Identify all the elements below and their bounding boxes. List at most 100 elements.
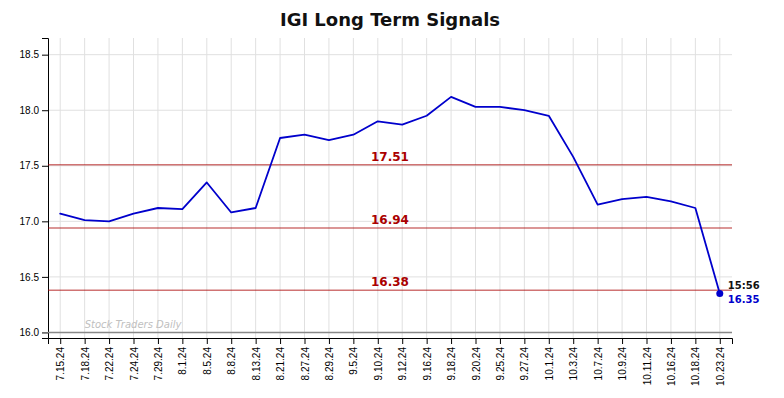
tick-label: 10.11.24 (642, 347, 653, 386)
tick-mark (280, 338, 281, 344)
tick-label: 7.29.24 (153, 347, 164, 381)
grid-line-x (133, 38, 134, 338)
tick-mark (42, 221, 48, 222)
tick: 9.27.24 (519, 338, 530, 380)
tick: 17.5 (20, 160, 48, 171)
tick: 16.5 (20, 272, 48, 283)
tick: 7.15.24 (55, 338, 66, 380)
end-dot (716, 290, 723, 297)
tick-label: 16.5 (20, 272, 40, 283)
signal-label: 17.51 (371, 150, 409, 164)
tick-label: 10.7.24 (593, 347, 604, 381)
data (48, 97, 732, 333)
tick-label: 10.3.24 (568, 347, 579, 381)
tick: 10.1.24 (544, 338, 555, 380)
tick-mark (158, 338, 159, 344)
tick-label: 10.9.24 (617, 347, 628, 381)
tick-label: 7.22.24 (104, 347, 115, 381)
tick-mark (305, 338, 306, 344)
tick-mark (42, 110, 48, 111)
grid-line-x (157, 38, 158, 338)
tick-mark (549, 338, 550, 344)
tick: 8.21.24 (275, 338, 286, 380)
tick-mark (647, 338, 648, 344)
tick-label: 17.5 (20, 160, 40, 171)
signal-line (48, 164, 732, 166)
grid-line-x (231, 38, 232, 338)
tick: 9.20.24 (471, 338, 482, 380)
tick-label: 18.0 (20, 105, 40, 116)
tick-mark (329, 338, 330, 344)
tick-mark (109, 338, 110, 344)
tick-mark (573, 338, 574, 344)
baseline (48, 332, 732, 334)
tick-label: 8.29.24 (324, 347, 335, 381)
tick-mark (60, 338, 61, 344)
tick-label: 10.18.24 (690, 347, 701, 386)
tick-mark (451, 338, 452, 344)
tick: 18.5 (20, 49, 48, 60)
grid-line-x (524, 38, 525, 338)
tick: 9.16.24 (422, 338, 433, 380)
tick-mark (231, 338, 232, 344)
grid-line-x (84, 38, 85, 338)
signal-label: 16.94 (371, 213, 409, 227)
tick: 8.5.24 (202, 338, 213, 375)
tick: 7.24.24 (129, 338, 140, 380)
tick: 8.13.24 (251, 338, 262, 380)
tick-label: 7.18.24 (80, 347, 91, 381)
grid-line-x (548, 38, 549, 338)
grid-line-x (280, 38, 281, 338)
end-label-value: 16.35 (728, 294, 760, 305)
labels: 17.5116.9416.3815:5616.35Stock Traders D… (85, 150, 760, 331)
tick-label: 8.1.24 (177, 347, 188, 375)
grid-line-y (48, 110, 732, 111)
tick-mark (720, 338, 721, 344)
grid-line-x (109, 38, 110, 338)
signal-line (48, 227, 732, 229)
tick-mark (42, 166, 48, 167)
grid-line-x (646, 38, 647, 338)
tick-label: 8.8.24 (226, 347, 237, 375)
tick-mark (598, 338, 599, 344)
grid-line-x (304, 38, 305, 338)
tick: 7.18.24 (80, 338, 91, 380)
grid-line-x (573, 38, 574, 338)
tick-mark (500, 338, 501, 344)
tick-mark (402, 338, 403, 344)
chart: 16.0 16.5 17.0 17.5 18.0 18.5 7.15.24 7.18.24 7.… (0, 0, 784, 398)
grid-line-y (48, 332, 732, 333)
tick: 9.18.24 (446, 338, 457, 380)
grid-line-x (353, 38, 354, 338)
tick: 17.0 (20, 216, 48, 227)
grid-line-x (499, 38, 500, 338)
grid-line-x (328, 38, 329, 338)
tick-mark (476, 338, 477, 344)
grid-line-x (60, 38, 61, 338)
tick: 10.23.24 (715, 338, 726, 386)
tick-mark (182, 338, 183, 344)
tick-mark (42, 277, 48, 278)
grid-line-x (670, 38, 671, 338)
tick: 10.16.24 (666, 338, 677, 386)
tick-mark (695, 338, 696, 344)
signal-line (48, 289, 732, 291)
tick-mark (42, 332, 48, 333)
grid-line-x (255, 38, 256, 338)
grid-line-y (48, 54, 732, 55)
tick-mark (622, 338, 623, 344)
tick-label: 9.18.24 (446, 347, 457, 381)
tick-label: 16.0 (20, 327, 40, 338)
tick-label: 8.21.24 (275, 347, 286, 381)
tick-mark (671, 338, 672, 344)
tick-label: 9.20.24 (471, 347, 482, 381)
tick: 8.8.24 (226, 338, 237, 375)
tick-label: 8.5.24 (202, 347, 213, 375)
tick: 9.10.24 (373, 338, 384, 380)
tick-label: 17.0 (20, 216, 40, 227)
tick: 16.0 (20, 327, 48, 338)
tick: 10.18.24 (690, 338, 701, 386)
tick-label: 7.15.24 (55, 347, 66, 381)
tick-label: 18.5 (20, 49, 40, 60)
tick-mark (134, 338, 135, 344)
